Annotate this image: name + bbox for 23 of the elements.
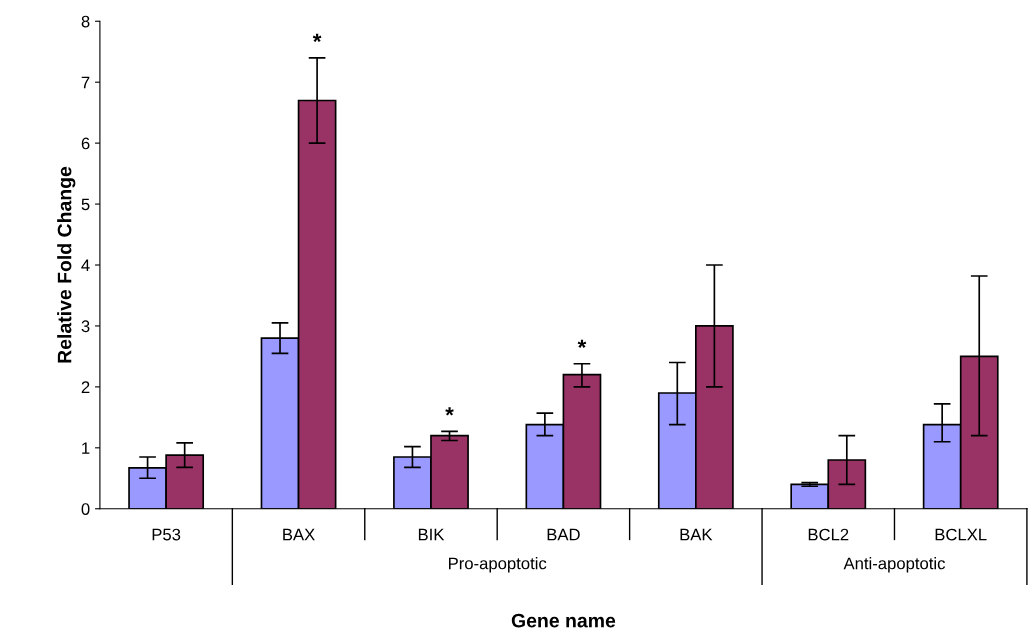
annotation: *: [312, 33, 322, 43]
annotation: *: [445, 407, 454, 416]
x-tick-label: BAK: [680, 528, 713, 541]
x-tick-label: BCL2: [808, 528, 849, 541]
y-tick-label: 3: [81, 320, 90, 333]
y-tick-label: 5: [81, 198, 90, 211]
y-tick-label: 4: [81, 259, 90, 272]
text: Pro-apoptotic: [449, 557, 547, 573]
y-tick-label: 7: [81, 76, 90, 89]
text: Anti-apoptotic: [843, 557, 945, 573]
y-tick-label: 6: [81, 137, 90, 150]
x-tick-label: BIK: [418, 528, 445, 541]
x-tick-label: BAD: [547, 528, 580, 541]
annotation: *: [577, 339, 587, 348]
y-tick-label: 8: [81, 15, 90, 28]
x-axis-title: Gene name: [511, 613, 616, 628]
y-tick-label: 1: [82, 442, 90, 454]
y-axis-title: Relative Fold Change: [57, 166, 76, 363]
x-tick-label: BAX: [283, 528, 315, 541]
x-tick-label: P53: [152, 528, 181, 541]
y-tick-label: 2: [81, 381, 90, 393]
x-tick-label: BCLXL: [935, 528, 987, 541]
y-tick-label: 0: [81, 503, 90, 515]
